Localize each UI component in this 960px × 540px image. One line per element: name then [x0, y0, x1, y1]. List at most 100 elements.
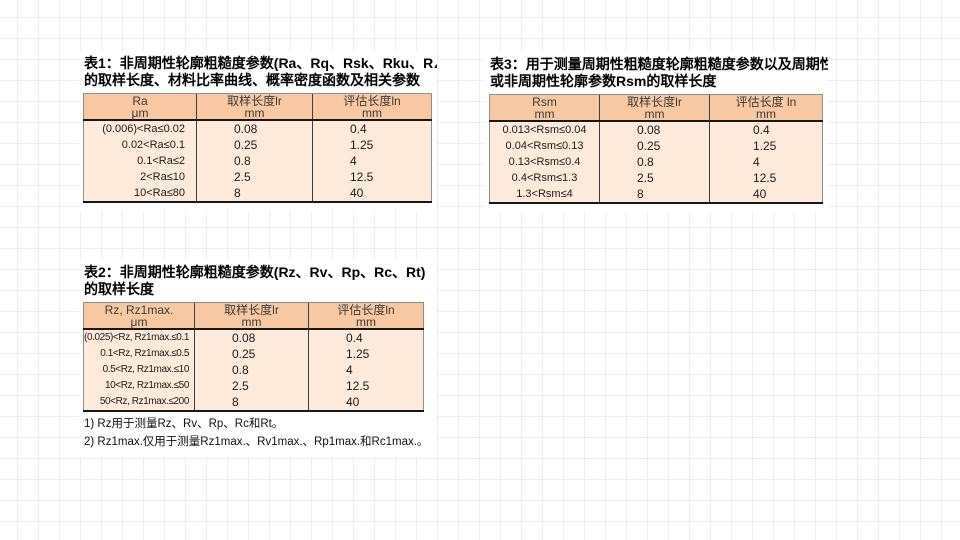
evaluation-length-cell: 0.4: [312, 120, 432, 137]
table-row: (0.025)<Rz, Rz1max.≤0.1 0.08 0.4: [83, 329, 424, 346]
table1-title: 表1：非周期性轮廓粗糙度参数(Ra、Rq、Rsk、Rku、R⊿q) 的取样长度、…: [84, 55, 437, 88]
range-cell: 0.02<Ra≤0.1: [83, 137, 197, 153]
table-row: 0.013<Rsm≤0.04 0.08 0.4: [489, 121, 823, 138]
evaluation-length-cell: 4: [709, 154, 823, 170]
table2: Rz, Rz1max. μm 取样长度lr mm 评估长度ln mm (0.02…: [83, 302, 424, 412]
table2-section: 表2：非周期性轮廓粗糙度参数(Rz、Rv、Rp、Rc、Rt) 的取样长度 Rz,…: [79, 260, 437, 457]
table2-footnote-2: 2) Rz1max.仅用于测量Rz1max.、Rv1max.、Rp1max.和R…: [84, 435, 429, 448]
table3-header-evaluation-length: 评估长度 ln mm: [709, 94, 823, 122]
header-line1: 取样长度lr: [627, 95, 682, 109]
evaluation-length-cell: 0.4: [308, 329, 424, 346]
sampling-length-cell: 2.5: [599, 170, 710, 186]
table2-header-row: Rz, Rz1max. μm 取样长度lr mm 评估长度ln mm: [83, 302, 424, 330]
sampling-length-cell: 8: [194, 394, 309, 411]
header-line1: 评估长度ln: [337, 303, 395, 317]
table-row: 0.5<Rz, Rz1max.≤10 0.8 4: [83, 362, 424, 378]
sampling-length-cell: 8: [599, 186, 710, 203]
sampling-length-cell: 0.8: [194, 362, 309, 378]
range-cell: 0.04<Rsm≤0.13: [489, 138, 600, 154]
sampling-length-cell: 0.25: [194, 346, 309, 362]
table3-header-parameter: Rsm mm: [489, 94, 600, 122]
sampling-length-cell: 0.08: [196, 120, 313, 137]
header-unit: mm: [362, 106, 382, 120]
table2-header-parameter: Rz, Rz1max. μm: [83, 302, 195, 330]
header-line1: 评估长度 ln: [735, 95, 797, 109]
table1-header-evaluation-length: 评估长度ln mm: [312, 93, 432, 121]
table-row: 0.1<Rz, Rz1max.≤0.5 0.25 1.25: [83, 346, 424, 362]
table3-header-row: Rsm mm 取样长度lr mm 评估长度 ln mm: [489, 94, 823, 122]
evaluation-length-cell: 12.5: [709, 170, 823, 186]
evaluation-length-cell: 0.4: [709, 121, 823, 138]
table3-title-line2: 或非周期性轮廓参数Rsm的取样长度: [490, 72, 717, 89]
table2-title: 表2：非周期性轮廓粗糙度参数(Rz、Rv、Rp、Rc、Rt) 的取样长度: [84, 264, 432, 297]
table-row: 0.04<Rsm≤0.13 0.25 1.25: [489, 138, 823, 154]
range-cell: 0.1<Ra≤2: [83, 153, 197, 169]
range-cell: 1.3<Rsm≤4: [489, 186, 600, 203]
header-line1: 评估长度ln: [343, 94, 401, 108]
table-row: 1.3<Rsm≤4 8 40: [489, 186, 823, 203]
table2-title-line1: 表2：非周期性轮廓粗糙度参数(Rz、Rv、Rp、Rc、Rt): [84, 264, 426, 280]
header-unit: mm: [244, 106, 265, 120]
table2-header-evaluation-length: 评估长度ln mm: [308, 302, 424, 330]
sampling-length-cell: 0.25: [599, 138, 710, 154]
table-row: 0.4<Rsm≤1.3 2.5 12.5: [489, 170, 823, 186]
range-cell: (0.006)<Ra≤0.02: [83, 120, 197, 137]
evaluation-length-cell: 1.25: [308, 346, 424, 362]
sampling-length-cell: 0.08: [194, 329, 309, 346]
range-cell: 2<Ra≤10: [83, 169, 197, 185]
range-cell: 0.4<Rsm≤1.3: [489, 170, 600, 186]
header-unit: mm: [534, 107, 555, 121]
evaluation-length-cell: 4: [308, 362, 424, 378]
range-cell: 50<Rz, Rz1max.≤200: [83, 394, 195, 411]
table-row: 0.13<Rsm≤0.4 0.8 4: [489, 154, 823, 170]
table3-title: 表3：用于测量周期性粗糙度轮廓粗糙度参数以及周期性 或非周期性轮廓参数Rsm的取…: [490, 56, 828, 89]
table1-header-row: Ra μm 取样长度lr mm 评估长度ln mm: [83, 93, 432, 121]
range-cell: 0.1<Rz, Rz1max.≤0.5: [83, 346, 195, 362]
evaluation-length-cell: 12.5: [312, 169, 432, 185]
table3-section: 表3：用于测量周期性粗糙度轮廓粗糙度参数以及周期性 或非周期性轮廓参数Rsm的取…: [485, 52, 828, 212]
header-unit: mm: [644, 107, 665, 121]
header-line1: Rsm: [532, 95, 557, 109]
table1-title-line1: 表1：非周期性轮廓粗糙度参数(Ra、Rq、Rsk、Rku、R⊿q): [84, 55, 437, 71]
sampling-length-cell: 8: [196, 185, 313, 202]
table2-title-line2: 的取样长度: [84, 280, 154, 297]
sampling-length-cell: 0.8: [196, 153, 313, 169]
header-unit: μm: [130, 315, 148, 329]
table1-title-line2: 的取样长度、材料比率曲线、概率密度函数及相关参数: [84, 71, 420, 88]
table-row: 2<Ra≤10 2.5 12.5: [83, 169, 432, 185]
table-row: 0.1<Ra≤2 0.8 4: [83, 153, 432, 169]
sampling-length-cell: 0.25: [196, 137, 313, 153]
range-cell: 0.013<Rsm≤0.04: [489, 121, 600, 138]
range-cell: 10<Ra≤80: [83, 185, 197, 202]
header-unit: mm: [756, 107, 776, 121]
table-row: 50<Rz, Rz1max.≤200 8 40: [83, 394, 424, 411]
evaluation-length-cell: 1.25: [709, 138, 823, 154]
sampling-length-cell: 0.08: [599, 121, 710, 138]
header-line1: 取样长度lr: [224, 303, 279, 317]
sampling-length-cell: 2.5: [196, 169, 313, 185]
table1-section: 表1：非周期性轮廓粗糙度参数(Ra、Rq、Rsk、Rku、R⊿q) 的取样长度、…: [79, 51, 437, 211]
header-line1: Rz, Rz1max.: [104, 303, 174, 317]
evaluation-length-cell: 1.25: [312, 137, 432, 153]
evaluation-length-cell: 4: [312, 153, 432, 169]
evaluation-length-cell: 40: [308, 394, 424, 411]
evaluation-length-cell: 40: [312, 185, 432, 202]
table1-header-parameter: Ra μm: [83, 93, 197, 121]
table3-header-sampling-length: 取样长度lr mm: [599, 94, 710, 122]
range-cell: 0.13<Rsm≤0.4: [489, 154, 600, 170]
range-cell: 10<Rz, Rz1max.≤50: [83, 378, 195, 394]
table-row: 0.02<Ra≤0.1 0.25 1.25: [83, 137, 432, 153]
evaluation-length-cell: 12.5: [308, 378, 424, 394]
header-line1: Ra: [132, 94, 148, 108]
table2-footnote-1: 1) Rz用于测量Rz、Rv、Rp、Rc和Rt。: [84, 418, 284, 430]
table-row: 10<Rz, Rz1max.≤50 2.5 12.5: [83, 378, 424, 394]
header-unit: μm: [131, 106, 149, 120]
table-row: 10<Ra≤80 8 40: [83, 185, 432, 202]
header-unit: mm: [356, 315, 376, 329]
sampling-length-cell: 0.8: [599, 154, 710, 170]
range-cell: 0.5<Rz, Rz1max.≤10: [83, 362, 195, 378]
table3: Rsm mm 取样长度lr mm 评估长度 ln mm 0.013<Rsm≤0.…: [489, 94, 823, 204]
sampling-length-cell: 2.5: [194, 378, 309, 394]
range-cell: (0.025)<Rz, Rz1max.≤0.1: [83, 329, 195, 346]
table3-title-line1: 表3：用于测量周期性粗糙度轮廓粗糙度参数以及周期性: [490, 56, 828, 72]
